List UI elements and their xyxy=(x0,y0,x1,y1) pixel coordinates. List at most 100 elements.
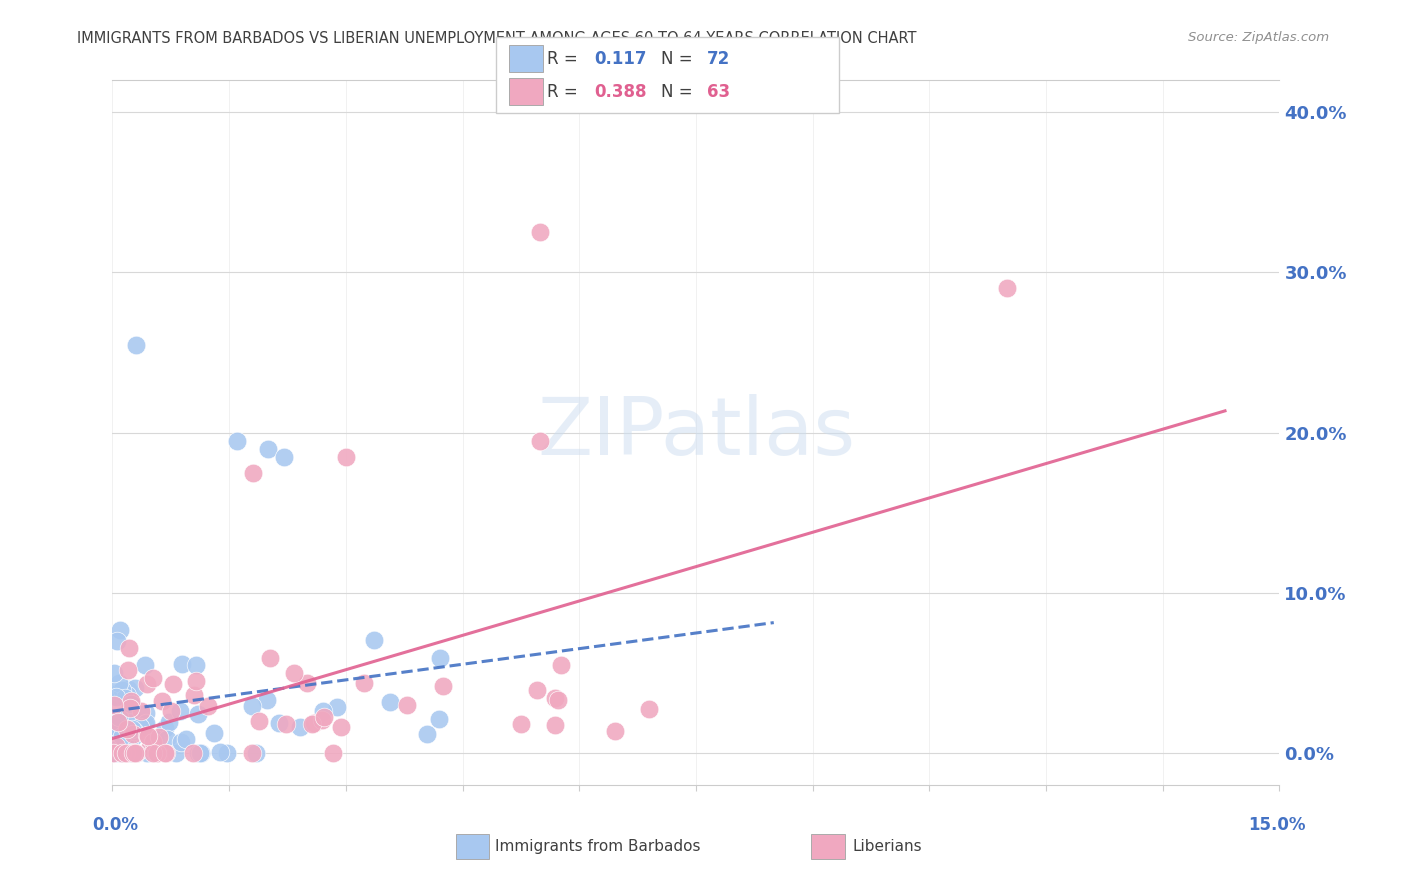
Point xyxy=(117,681,139,696)
Point xyxy=(135,716,157,731)
Point xyxy=(283,666,305,681)
Point xyxy=(325,700,347,714)
Point xyxy=(103,665,125,680)
Point xyxy=(186,658,208,673)
Point xyxy=(135,706,157,720)
Point xyxy=(190,746,212,760)
Text: N =: N = xyxy=(661,50,697,68)
Point xyxy=(165,746,187,760)
Point xyxy=(117,722,139,736)
Point xyxy=(155,746,177,760)
Point xyxy=(314,709,336,723)
Text: 0.117: 0.117 xyxy=(595,50,647,68)
Text: R =: R = xyxy=(547,83,583,101)
Point xyxy=(245,746,267,760)
Point xyxy=(363,633,385,648)
Point xyxy=(378,695,401,709)
Point xyxy=(114,737,136,751)
Text: Source: ZipAtlas.com: Source: ZipAtlas.com xyxy=(1188,31,1329,45)
Text: 0.0%: 0.0% xyxy=(93,816,138,834)
Point xyxy=(104,710,127,724)
Point xyxy=(547,693,569,707)
Text: 72: 72 xyxy=(707,50,731,68)
Point xyxy=(187,746,209,760)
Point xyxy=(120,698,142,712)
Point xyxy=(156,732,179,747)
Point xyxy=(148,730,170,744)
Point xyxy=(115,688,138,702)
Point xyxy=(124,746,146,760)
Point xyxy=(110,729,132,743)
Text: 0.388: 0.388 xyxy=(595,83,647,101)
Point xyxy=(118,701,141,715)
Point xyxy=(416,727,439,741)
Point xyxy=(162,677,184,691)
Point xyxy=(544,717,567,731)
Point xyxy=(159,704,181,718)
Point xyxy=(103,690,125,704)
Text: IMMIGRANTS FROM BARBADOS VS LIBERIAN UNEMPLOYMENT AMONG AGES 60 TO 64 YEARS CORR: IMMIGRANTS FROM BARBADOS VS LIBERIAN UNE… xyxy=(77,31,917,46)
Point xyxy=(169,704,191,718)
Point xyxy=(107,715,129,730)
Point xyxy=(170,657,193,671)
Point xyxy=(432,680,454,694)
Point xyxy=(240,698,263,713)
Point xyxy=(121,723,143,737)
Point xyxy=(226,434,249,448)
Point xyxy=(322,746,344,760)
Point xyxy=(117,707,139,722)
Point xyxy=(110,746,132,760)
Point xyxy=(111,746,134,760)
Point xyxy=(108,623,131,637)
Point xyxy=(247,714,270,728)
Text: 15.0%: 15.0% xyxy=(1249,816,1305,834)
Point xyxy=(103,746,125,760)
Point xyxy=(103,698,125,713)
Point xyxy=(145,746,167,760)
Point xyxy=(139,739,162,754)
Point xyxy=(638,702,661,716)
Point xyxy=(170,735,193,749)
Point xyxy=(124,746,146,760)
Point xyxy=(995,281,1018,295)
Point xyxy=(135,728,157,742)
Point xyxy=(183,688,205,702)
Point xyxy=(143,731,166,746)
Point xyxy=(104,739,127,753)
Point xyxy=(176,731,198,746)
Point xyxy=(120,746,142,760)
Point xyxy=(136,746,159,760)
Point xyxy=(105,742,128,756)
Point xyxy=(302,716,325,731)
Point xyxy=(120,706,142,721)
Point xyxy=(395,698,418,712)
Point xyxy=(259,651,281,665)
Point xyxy=(312,704,335,718)
Point xyxy=(209,745,232,759)
Point xyxy=(118,741,141,756)
Point xyxy=(217,746,239,760)
Point xyxy=(529,226,551,240)
Point xyxy=(121,746,143,760)
Text: N =: N = xyxy=(661,83,697,101)
Point xyxy=(142,671,165,685)
Point xyxy=(121,694,143,708)
Point xyxy=(146,746,169,760)
Point xyxy=(509,717,531,731)
Point xyxy=(103,719,125,733)
Point xyxy=(301,717,323,731)
Point xyxy=(107,685,129,699)
Point xyxy=(427,712,450,726)
Point xyxy=(134,716,156,731)
Point xyxy=(353,676,375,690)
Point xyxy=(108,675,131,690)
Point xyxy=(256,693,278,707)
Point xyxy=(115,746,138,760)
Text: 63: 63 xyxy=(707,83,730,101)
Text: Liberians: Liberians xyxy=(852,839,922,854)
Point xyxy=(155,746,177,760)
Point xyxy=(544,691,567,706)
Point xyxy=(335,450,357,464)
Point xyxy=(529,434,551,448)
Point xyxy=(429,651,451,665)
